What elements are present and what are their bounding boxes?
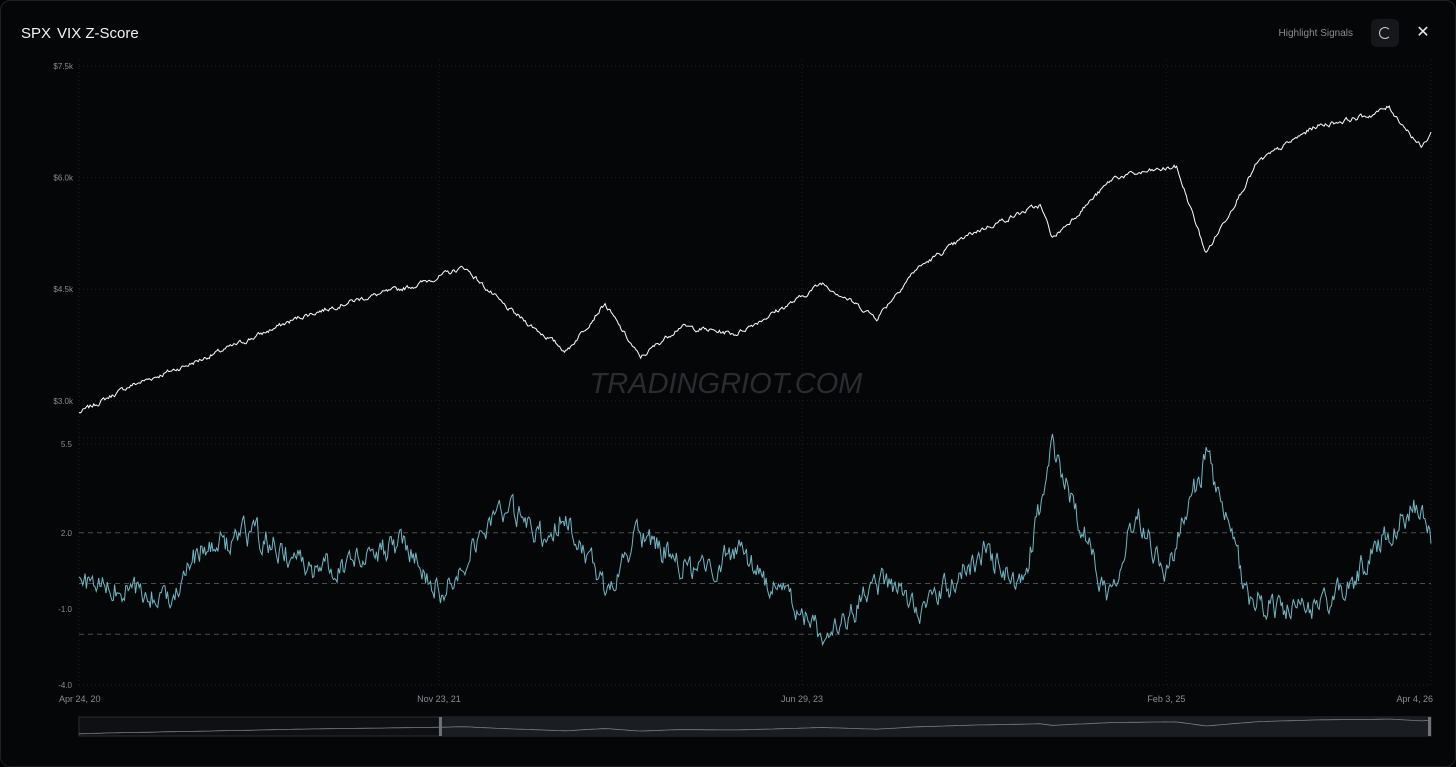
indicator-name: VIX Z-Score — [57, 25, 139, 42]
close-icon: ✕ — [1416, 24, 1430, 41]
refresh-button[interactable] — [1371, 19, 1399, 47]
z-y-tick-label: 2.0 — [61, 529, 73, 538]
chart-controls: Highlight Signals ✕ — [1271, 19, 1438, 47]
ticker-symbol: SPX — [21, 25, 52, 42]
vix-zscore-line — [78, 433, 1432, 647]
navigator-series — [78, 718, 1432, 735]
navigator-handle[interactable] — [1428, 717, 1431, 736]
navigator-handle[interactable] — [438, 717, 442, 736]
chart-title: SPX VIX Z-Score — [21, 25, 139, 42]
spx-line — [78, 105, 1432, 414]
x-tick-label: Nov 23, 21 — [417, 694, 461, 704]
watermark-text: TRADINGRIOT.COM — [590, 368, 864, 400]
z-y-tick-label: -1.0 — [58, 605, 72, 614]
z-y-tick-label: -4.0 — [58, 681, 72, 690]
z-y-tick-label: 5.5 — [61, 440, 73, 449]
close-button[interactable]: ✕ — [1409, 19, 1437, 47]
spx-y-tick-label: $7.5k — [53, 62, 74, 71]
x-tick-label: Apr 4, 26 — [1396, 694, 1433, 704]
x-tick-label: Feb 3, 25 — [1147, 694, 1185, 704]
gridlines — [78, 60, 1432, 686]
series-lines — [78, 105, 1432, 647]
axis-tick-labels: Apr 24, 20 Nov 23, 21 Jun 29, 23 Feb 3, 25 A… — [53, 62, 1433, 704]
highlight-signals-button[interactable]: Highlight Signals — [1278, 27, 1354, 39]
spx-y-tick-label: $6.0k — [53, 174, 74, 183]
x-tick-label: Jun 29, 23 — [781, 694, 823, 704]
spx-y-tick-label: $3.0k — [53, 397, 74, 406]
x-tick-label: Apr 24, 20 — [59, 694, 101, 704]
spx-y-tick-label: $4.5k — [53, 285, 74, 294]
refresh-icon — [1379, 27, 1391, 39]
range-navigator[interactable] — [78, 716, 1432, 737]
